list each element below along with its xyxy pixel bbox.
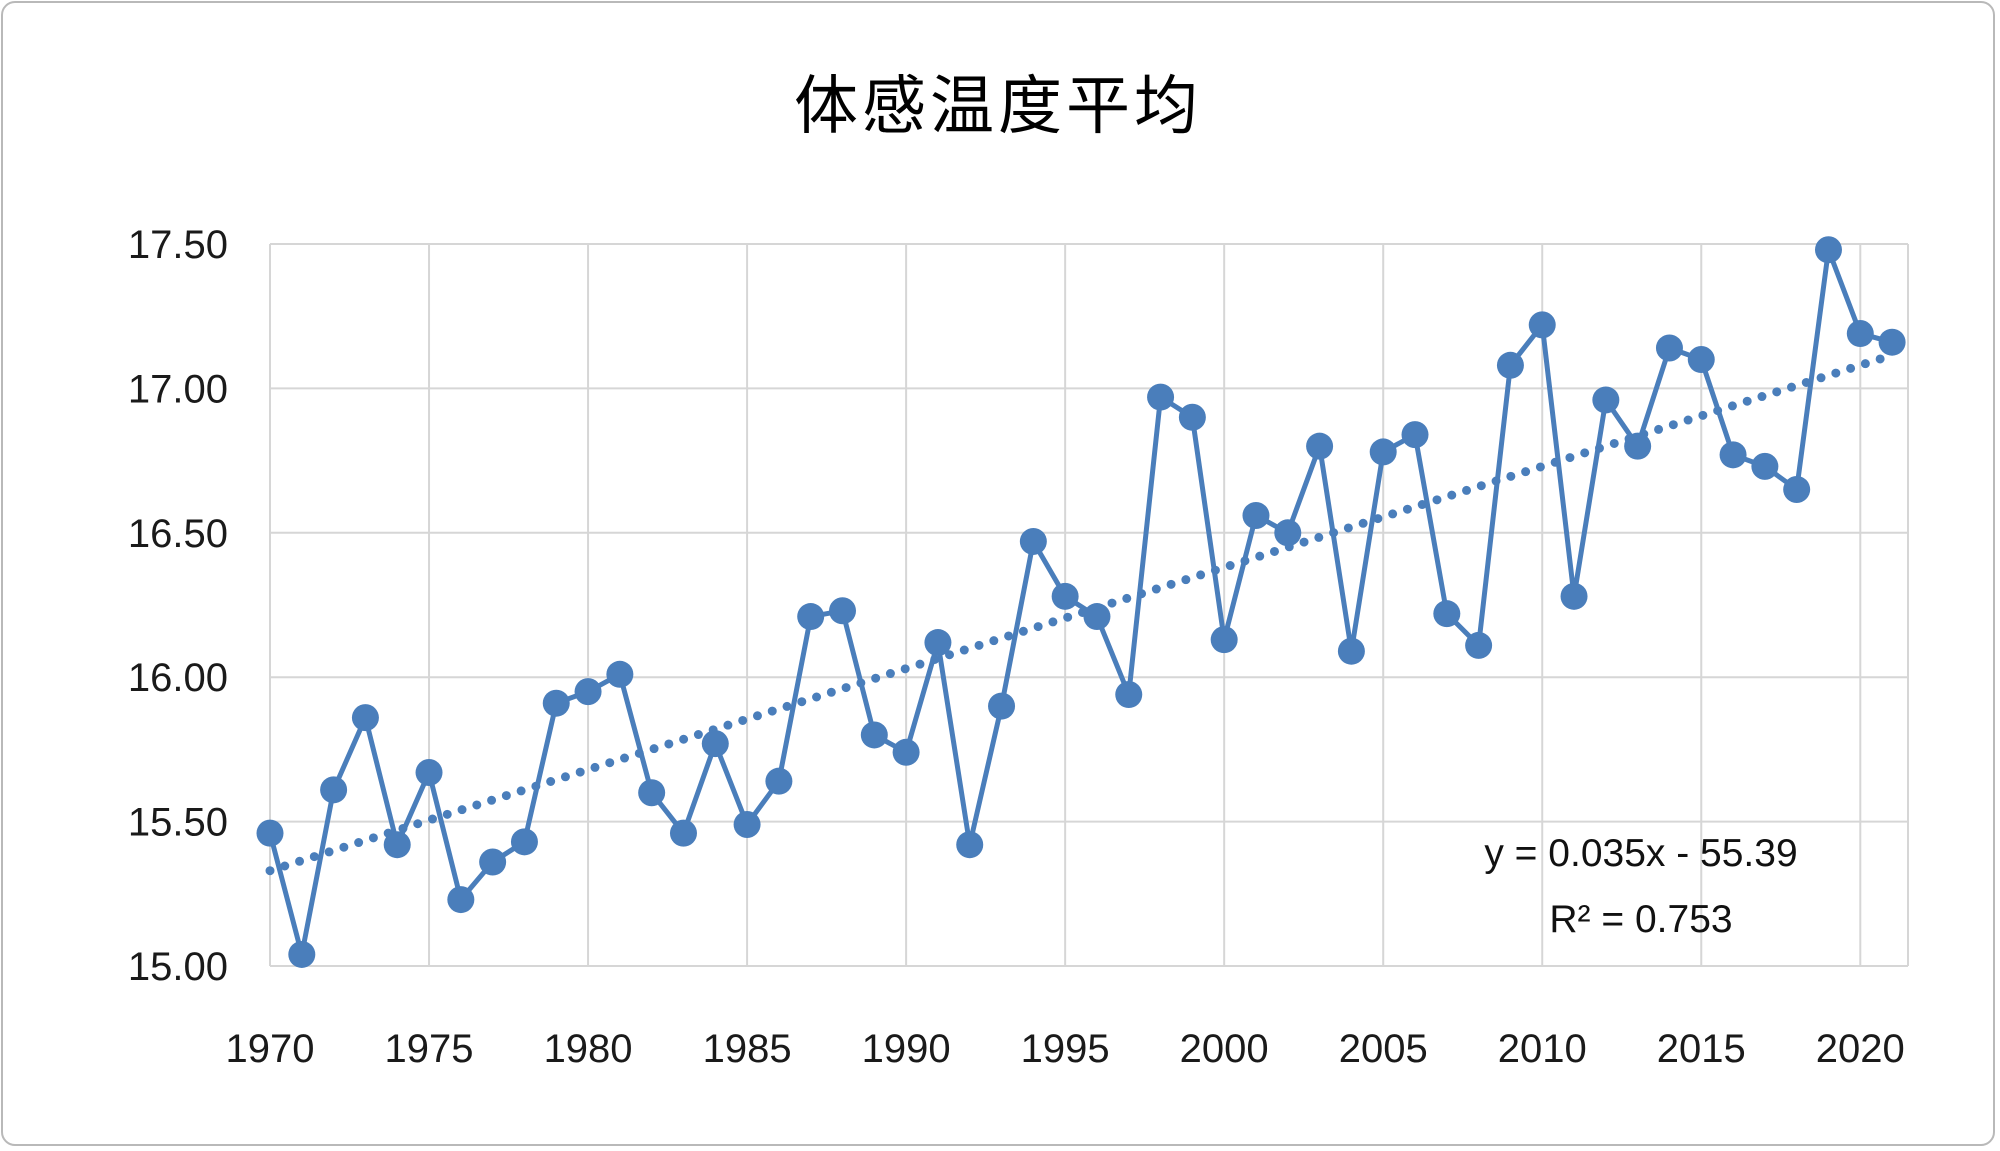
data-point-marker — [1083, 603, 1111, 631]
data-point-marker — [701, 730, 729, 758]
data-point-marker — [1178, 403, 1206, 431]
data-point-marker — [1719, 441, 1747, 469]
data-point-marker — [1687, 346, 1715, 374]
plot-area: 15.00 15.50 16.00 16.50 17.00 17.50 1970 1975 19… — [128, 223, 1909, 1071]
data-point-marker — [829, 597, 857, 625]
data-point-marker — [1878, 328, 1906, 356]
x-axis-tick-label: 2015 — [1657, 1027, 1746, 1071]
data-point-marker — [860, 721, 888, 749]
data-point-marker — [1624, 432, 1652, 460]
data-point-marker — [1019, 527, 1047, 555]
data-point-marker — [288, 940, 316, 968]
data-point-marker — [256, 819, 284, 847]
data-point-marker — [351, 704, 379, 732]
data-point-marker — [1814, 236, 1842, 264]
trendline-r-squared-label: R² = 0.753 — [1549, 898, 1733, 941]
data-point-marker — [1210, 626, 1238, 654]
data-point-marker — [479, 848, 507, 876]
data-point-marker — [1051, 582, 1079, 610]
data-point-marker — [1147, 383, 1175, 411]
x-axis-tick-label: 1985 — [703, 1027, 792, 1071]
y-axis-tick-label: 17.50 — [128, 223, 228, 267]
data-point-marker — [1496, 351, 1524, 379]
data-point-marker — [1242, 501, 1270, 529]
data-point-marker — [1433, 600, 1461, 628]
trendline — [265, 350, 1897, 876]
x-axis-tick-label: 1990 — [862, 1027, 951, 1071]
data-point-marker — [447, 886, 475, 914]
y-axis-tick-label: 16.00 — [128, 656, 228, 700]
data-point-marker — [988, 692, 1016, 720]
trendline-annotation: y = 0.035x - 55.39 R² = 0.753 — [1401, 821, 1881, 953]
data-point-marker — [1560, 582, 1588, 610]
data-point-marker — [669, 819, 697, 847]
data-point-marker — [1528, 311, 1556, 339]
trendline-equation-label: y = 0.035x - 55.39 — [1484, 832, 1798, 875]
data-point-marker — [733, 810, 761, 838]
data-point-marker — [1751, 452, 1779, 480]
x-axis-tick-label: 1995 — [1021, 1027, 1110, 1071]
y-axis-tick-label: 15.50 — [128, 801, 228, 845]
data-point-marker — [924, 629, 952, 657]
x-axis-tick-label: 1980 — [544, 1027, 633, 1071]
y-axis-tick-label: 16.50 — [128, 512, 228, 556]
y-axis-tick-label: 15.00 — [128, 945, 228, 989]
data-point-marker — [1655, 334, 1683, 362]
data-point-marker — [320, 776, 348, 804]
y-axis-tick-label: 17.00 — [128, 367, 228, 411]
x-axis-tick-label: 2000 — [1180, 1027, 1269, 1071]
data-point-marker — [638, 779, 666, 807]
data-point-marker — [383, 831, 411, 859]
data-point-marker — [415, 759, 443, 787]
series-line — [267, 247, 1893, 957]
data-point-marker — [1115, 681, 1143, 709]
data-point-marker — [1306, 432, 1334, 460]
data-point-marker — [606, 660, 634, 688]
data-point-marker — [1592, 386, 1620, 414]
data-point-marker — [892, 738, 920, 766]
data-point-marker — [1401, 421, 1429, 449]
data-point-marker — [542, 689, 570, 717]
data-point-marker — [574, 678, 602, 706]
data-point-marker — [797, 603, 825, 631]
x-axis-tick-label: 2020 — [1816, 1027, 1905, 1071]
x-axis-tick-label: 2010 — [1498, 1027, 1587, 1071]
chart-title: 体感温度平均 — [794, 70, 1202, 144]
data-point-marker — [1783, 475, 1811, 503]
data-point-marker — [1369, 438, 1397, 466]
data-point-marker — [1337, 637, 1365, 665]
x-axis-tick-label: 1970 — [226, 1027, 315, 1071]
x-axis-tick-label: 2005 — [1339, 1027, 1428, 1071]
data-point-marker — [1465, 631, 1493, 659]
data-point-marker — [1274, 519, 1302, 547]
data-point-marker — [510, 828, 538, 856]
data-point-marker — [956, 831, 984, 859]
x-axis-tick-label: 1975 — [385, 1027, 474, 1071]
data-point-marker — [765, 767, 793, 795]
data-point-marker — [1846, 320, 1874, 348]
